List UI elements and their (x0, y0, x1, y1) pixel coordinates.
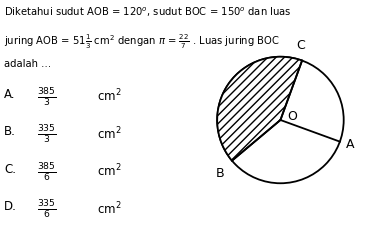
Text: B.: B. (4, 125, 16, 138)
Text: juring AOB = 51$\frac{1}{3}$ cm$^2$ dengan $\pi$ = $\frac{22}{7}$ . Luas juring : juring AOB = 51$\frac{1}{3}$ cm$^2$ deng… (4, 32, 280, 51)
Text: adalah …: adalah … (4, 59, 51, 69)
Text: $\frac{385}{6}$: $\frac{385}{6}$ (37, 162, 56, 184)
Text: $\frac{335}{3}$: $\frac{335}{3}$ (37, 124, 56, 146)
Text: O: O (287, 110, 297, 123)
Text: cm$^2$: cm$^2$ (97, 163, 122, 179)
Text: cm$^2$: cm$^2$ (97, 88, 122, 104)
Text: B: B (216, 167, 224, 180)
Text: cm$^2$: cm$^2$ (97, 200, 122, 217)
Text: A: A (346, 138, 355, 151)
Text: D.: D. (4, 200, 17, 213)
Text: cm$^2$: cm$^2$ (97, 125, 122, 142)
Text: Diketahui sudut AOB = 120$^o$, sudut BOC = 150$^o$ dan luas: Diketahui sudut AOB = 120$^o$, sudut BOC… (4, 6, 292, 19)
Text: C: C (296, 39, 305, 52)
Text: A.: A. (4, 88, 15, 101)
Wedge shape (217, 57, 302, 161)
Text: C.: C. (4, 163, 16, 176)
Text: $\frac{335}{6}$: $\frac{335}{6}$ (37, 199, 56, 221)
Text: $\frac{385}{3}$: $\frac{385}{3}$ (37, 86, 56, 108)
